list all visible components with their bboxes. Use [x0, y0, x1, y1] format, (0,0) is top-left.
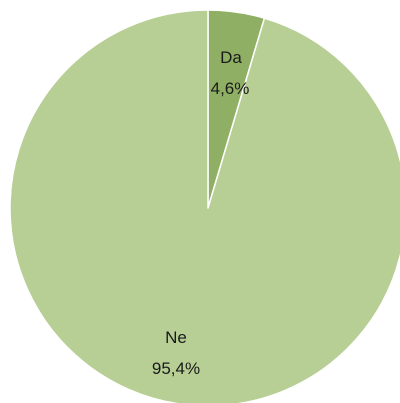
- pie-labels: Da 4,6% Ne 95,4%: [152, 48, 249, 378]
- slice-label-da-category: Da: [220, 48, 242, 67]
- slice-label-ne-category: Ne: [165, 328, 187, 347]
- slice-label-da-value: 4,6%: [211, 79, 250, 98]
- pie-slice-ne: [9, 9, 400, 403]
- slice-label-ne-value: 95,4%: [152, 359, 200, 378]
- pie-slices: [9, 9, 400, 403]
